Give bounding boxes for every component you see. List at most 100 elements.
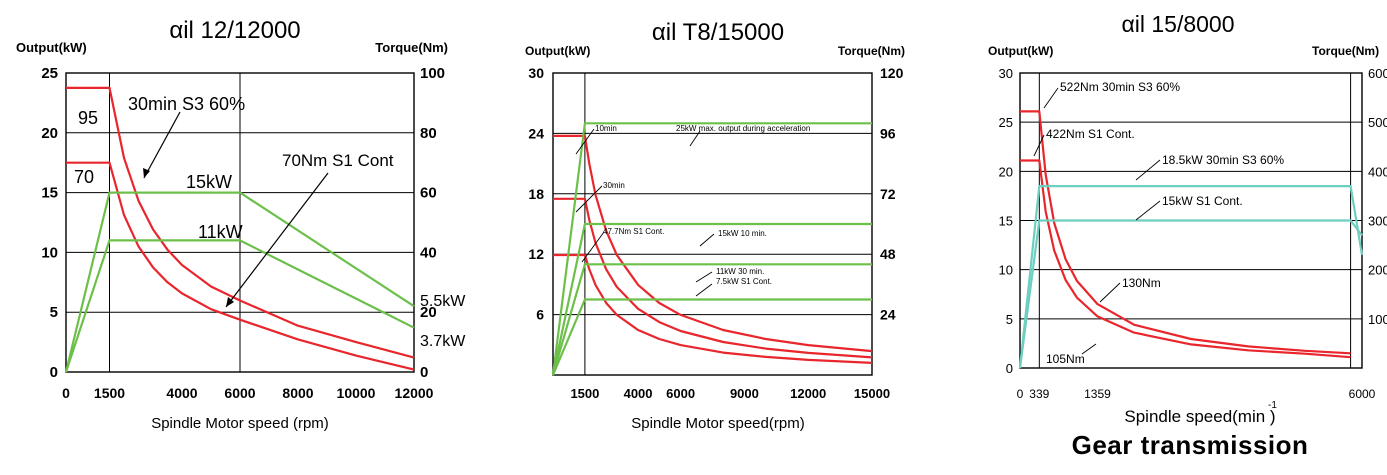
- series-line: [64, 191, 415, 373]
- series-line: [553, 253, 873, 364]
- chart-1-x-axis-label: Spindle Motor speed (rpm): [151, 415, 329, 432]
- chart-2-label-25kw: 25kW max. output during acceleration: [676, 124, 810, 133]
- chart-3-series: [1018, 110, 1364, 369]
- series-line: [551, 298, 872, 376]
- series-line: [66, 86, 415, 359]
- y-left-tick-label: 25: [999, 115, 1013, 130]
- x-tick-label: 0: [1017, 387, 1024, 401]
- x-tick-label: 6000: [1349, 387, 1376, 401]
- y-left-tick-label: 18: [528, 186, 544, 202]
- x-tick-label: 1500: [94, 385, 125, 401]
- chart-2-title: αil T8/15000: [652, 19, 784, 46]
- y-left-tick-label: 0: [1006, 361, 1013, 376]
- series-line: [553, 197, 873, 359]
- chart-ail-t8-15000: αil T8/15000 Output(kW) Torque(Nm) Spind…: [525, 19, 905, 432]
- x-tick-label: 8000: [282, 385, 313, 401]
- y-left-tick-label: 10: [41, 244, 58, 261]
- chart-2-leader-lines: [575, 128, 715, 297]
- chart-3-label-422nm: 422Nm S1 Cont.: [1046, 127, 1135, 141]
- chart-1-label-3-7kw: 3.7kW: [420, 333, 466, 350]
- chart-1-series: [64, 86, 415, 373]
- series-line: [1018, 185, 1364, 369]
- y-right-tick-label: 200: [1368, 263, 1387, 278]
- chart-3-label-105nm: 105Nm: [1046, 352, 1085, 366]
- y-right-tick-label: 100: [420, 65, 445, 82]
- y-right-tick-label: 60: [420, 185, 437, 202]
- y-right-tick-label: 600: [1368, 66, 1387, 81]
- x-tick-label: 12000: [790, 386, 826, 401]
- chart-2-label-11kw: 11kW 30 min.: [716, 267, 764, 276]
- series-line: [551, 222, 872, 376]
- chart-2-left-axis-label: Output(kW): [525, 44, 590, 58]
- chart-2-label-10min: 10min: [595, 124, 617, 133]
- chart-1-label-11kw: 11kW: [198, 222, 243, 242]
- series-line: [1020, 159, 1351, 359]
- x-tick-label: 4000: [624, 386, 653, 401]
- y-right-tick-label: 500: [1368, 115, 1387, 130]
- y-left-tick-label: 5: [50, 304, 58, 321]
- x-tick-label: 1500: [570, 386, 599, 401]
- x-tick-label: 9000: [730, 386, 759, 401]
- chart-1-left-axis-label: Output(kW): [16, 40, 87, 55]
- x-tick-label: 15000: [854, 386, 890, 401]
- chart-3-x-axis-label: Spindle speed(min ): [1124, 407, 1275, 426]
- chart-1-title: αil 12/12000: [169, 17, 300, 44]
- chart-1-right-axis-label: Torque(Nm): [375, 40, 448, 55]
- chart-2-x-axis-label: Spindle Motor speed(rpm): [631, 415, 804, 432]
- chart-3-label-130nm: 130Nm: [1122, 276, 1161, 290]
- chart-1-arrow-70nm: [225, 172, 329, 308]
- x-tick-label: 1359: [1084, 387, 1111, 401]
- y-right-tick-label: 100: [1368, 312, 1387, 327]
- y-left-tick-label: 20: [41, 125, 58, 142]
- chart-2-right-axis-label: Torque(Nm): [838, 44, 905, 58]
- chart-1-label-15kw: 15kW: [186, 172, 232, 192]
- chart-1-arrow-30min: [143, 111, 181, 179]
- series-line: [66, 161, 415, 371]
- series-line: [64, 239, 415, 373]
- chart-2-series: [551, 122, 873, 376]
- chart-3-label-18-5kw: 18.5kW 30min S3 60%: [1162, 153, 1284, 167]
- chart-1-grid: [65, 72, 415, 373]
- y-right-tick-label: 24: [880, 307, 896, 323]
- series-line: [551, 122, 872, 376]
- chart-3-leader-lines: [1033, 87, 1161, 355]
- y-right-tick-label: 0: [420, 364, 428, 381]
- y-right-tick-label: 48: [880, 246, 896, 262]
- chart-1-arrowhead-70nm: [226, 297, 234, 307]
- y-left-tick-label: 6: [536, 307, 544, 323]
- chart-2-label-30min: 30min: [603, 181, 625, 190]
- chart-1-label-30min: 30min S3 60%: [128, 94, 245, 114]
- y-right-tick-label: 96: [880, 125, 896, 141]
- y-left-tick-label: 0: [50, 364, 58, 381]
- gear-transmission-caption: Gear transmission: [1071, 430, 1309, 460]
- y-left-tick-label: 24: [528, 125, 544, 141]
- x-tick-label: 4000: [166, 385, 197, 401]
- x-tick-label: 10000: [337, 385, 376, 401]
- chart-1-label-5-5kw: 5.5kW: [420, 293, 466, 310]
- y-right-tick-label: 72: [880, 186, 896, 202]
- chart-2-label-47-7nm: 47.7Nm S1 Cont.: [603, 227, 664, 236]
- y-left-tick-label: 5: [1006, 312, 1013, 327]
- series-line: [1020, 110, 1351, 355]
- chart-1-label-70: 70: [74, 167, 94, 187]
- y-left-tick-label: 25: [41, 65, 58, 82]
- y-left-tick-label: 15: [999, 214, 1013, 229]
- series-line: [1018, 219, 1363, 369]
- series-line: [551, 263, 872, 376]
- chart-3-label-522nm: 522Nm 30min S3 60%: [1060, 80, 1180, 94]
- x-tick-label: 6000: [666, 386, 695, 401]
- y-right-tick-label: 40: [420, 244, 437, 261]
- y-right-tick-label: 80: [420, 125, 437, 142]
- chart-3-x-axis-label-sup: -1: [1268, 400, 1277, 411]
- chart-ail-12-12000: αil 12/12000 Output(kW) Torque(Nm) Spind…: [16, 17, 466, 432]
- chart-3-title: αil 15/8000: [1121, 11, 1234, 37]
- y-left-tick-label: 15: [41, 185, 58, 202]
- x-tick-label: 12000: [395, 385, 434, 401]
- y-left-tick-label: 20: [999, 164, 1013, 179]
- y-right-tick-label: 20: [420, 304, 437, 321]
- chart-3-right-axis-label: Torque(Nm): [1312, 44, 1379, 58]
- series-line: [553, 134, 873, 353]
- y-left-tick-label: 10: [999, 263, 1013, 278]
- x-tick-label: 6000: [224, 385, 255, 401]
